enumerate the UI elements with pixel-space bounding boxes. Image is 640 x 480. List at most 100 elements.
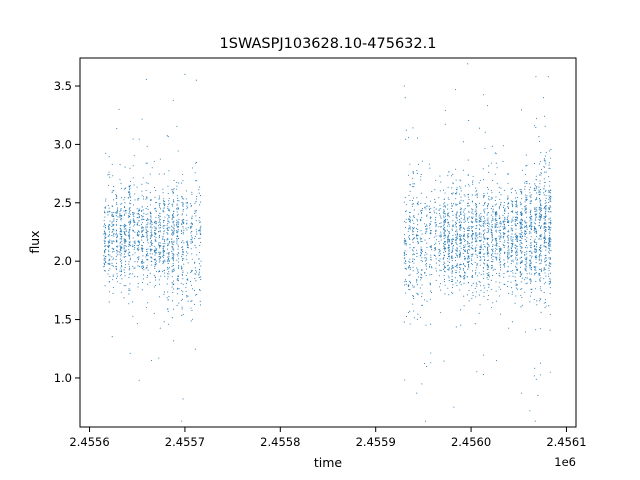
data-point <box>182 173 184 176</box>
data-point <box>511 220 513 222</box>
data-point <box>456 219 458 221</box>
data-point <box>459 245 461 247</box>
data-point <box>150 229 152 231</box>
data-point <box>511 204 513 206</box>
data-point <box>519 212 522 214</box>
data-point <box>128 236 130 238</box>
data-point <box>543 240 546 242</box>
data-point <box>503 212 505 215</box>
data-point <box>430 352 432 354</box>
data-point <box>163 231 165 233</box>
data-point <box>434 219 437 221</box>
data-point <box>530 236 532 238</box>
data-point <box>177 246 180 248</box>
data-point <box>185 255 187 257</box>
data-point <box>112 257 114 259</box>
data-point <box>181 253 183 255</box>
data-point <box>146 234 148 237</box>
data-point <box>545 305 547 307</box>
data-point <box>103 239 105 241</box>
data-point <box>500 225 502 227</box>
data-point <box>538 140 541 142</box>
data-point <box>543 115 546 117</box>
data-point <box>540 268 542 270</box>
data-point <box>451 275 453 277</box>
data-point <box>132 315 134 317</box>
data-point <box>413 216 415 218</box>
data-point <box>145 207 147 210</box>
data-point <box>536 210 538 212</box>
data-point <box>132 244 134 246</box>
data-point <box>430 290 432 292</box>
data-point <box>141 261 143 263</box>
data-point <box>466 243 469 245</box>
data-point <box>519 266 522 268</box>
data-point <box>171 257 173 259</box>
data-point <box>404 97 406 99</box>
data-point <box>536 207 538 209</box>
data-point <box>495 215 497 217</box>
data-point <box>474 237 476 239</box>
data-point <box>417 271 420 273</box>
data-point <box>451 193 453 195</box>
data-point <box>507 253 509 255</box>
data-point <box>444 204 446 206</box>
data-point <box>440 236 442 238</box>
data-point <box>411 229 414 231</box>
data-point <box>154 229 156 231</box>
data-point <box>119 253 121 255</box>
data-point <box>151 243 153 245</box>
data-point <box>507 245 509 247</box>
data-point <box>176 204 178 206</box>
data-point <box>444 251 447 253</box>
data-point <box>172 270 174 272</box>
data-point <box>468 227 470 230</box>
data-point <box>530 232 532 234</box>
data-point <box>172 259 174 261</box>
data-point <box>409 323 411 325</box>
data-point <box>459 220 461 222</box>
data-point <box>468 300 470 302</box>
data-point <box>466 294 469 296</box>
data-point <box>137 261 139 263</box>
data-point <box>104 210 106 212</box>
data-point <box>549 226 551 228</box>
data-point <box>455 243 457 245</box>
data-point <box>190 241 192 243</box>
data-point <box>539 209 541 211</box>
data-point <box>466 251 469 253</box>
data-point <box>540 238 542 240</box>
data-point <box>138 257 140 259</box>
data-point <box>525 212 527 214</box>
data-point <box>141 231 143 233</box>
data-point <box>526 282 528 284</box>
data-point <box>510 238 512 240</box>
data-point <box>468 257 470 259</box>
data-point <box>470 226 472 228</box>
data-point <box>146 240 148 242</box>
data-point <box>471 217 473 219</box>
data-point <box>417 235 419 237</box>
data-point <box>187 206 189 208</box>
data-point <box>155 252 157 255</box>
data-point <box>506 255 509 258</box>
data-point <box>511 254 513 257</box>
data-point <box>514 223 516 225</box>
data-point <box>405 283 407 285</box>
data-point <box>539 279 541 282</box>
data-point <box>549 205 551 207</box>
data-point <box>120 291 122 293</box>
data-point <box>123 232 125 234</box>
data-point <box>162 255 164 257</box>
data-point <box>490 279 492 281</box>
data-point <box>141 118 143 120</box>
data-point <box>442 242 445 245</box>
data-point <box>549 278 551 280</box>
data-point <box>502 220 504 222</box>
data-point <box>496 211 498 213</box>
data-point <box>155 279 157 281</box>
data-point <box>516 245 518 247</box>
data-point <box>488 211 490 214</box>
data-point <box>109 176 111 178</box>
data-point <box>520 204 522 206</box>
